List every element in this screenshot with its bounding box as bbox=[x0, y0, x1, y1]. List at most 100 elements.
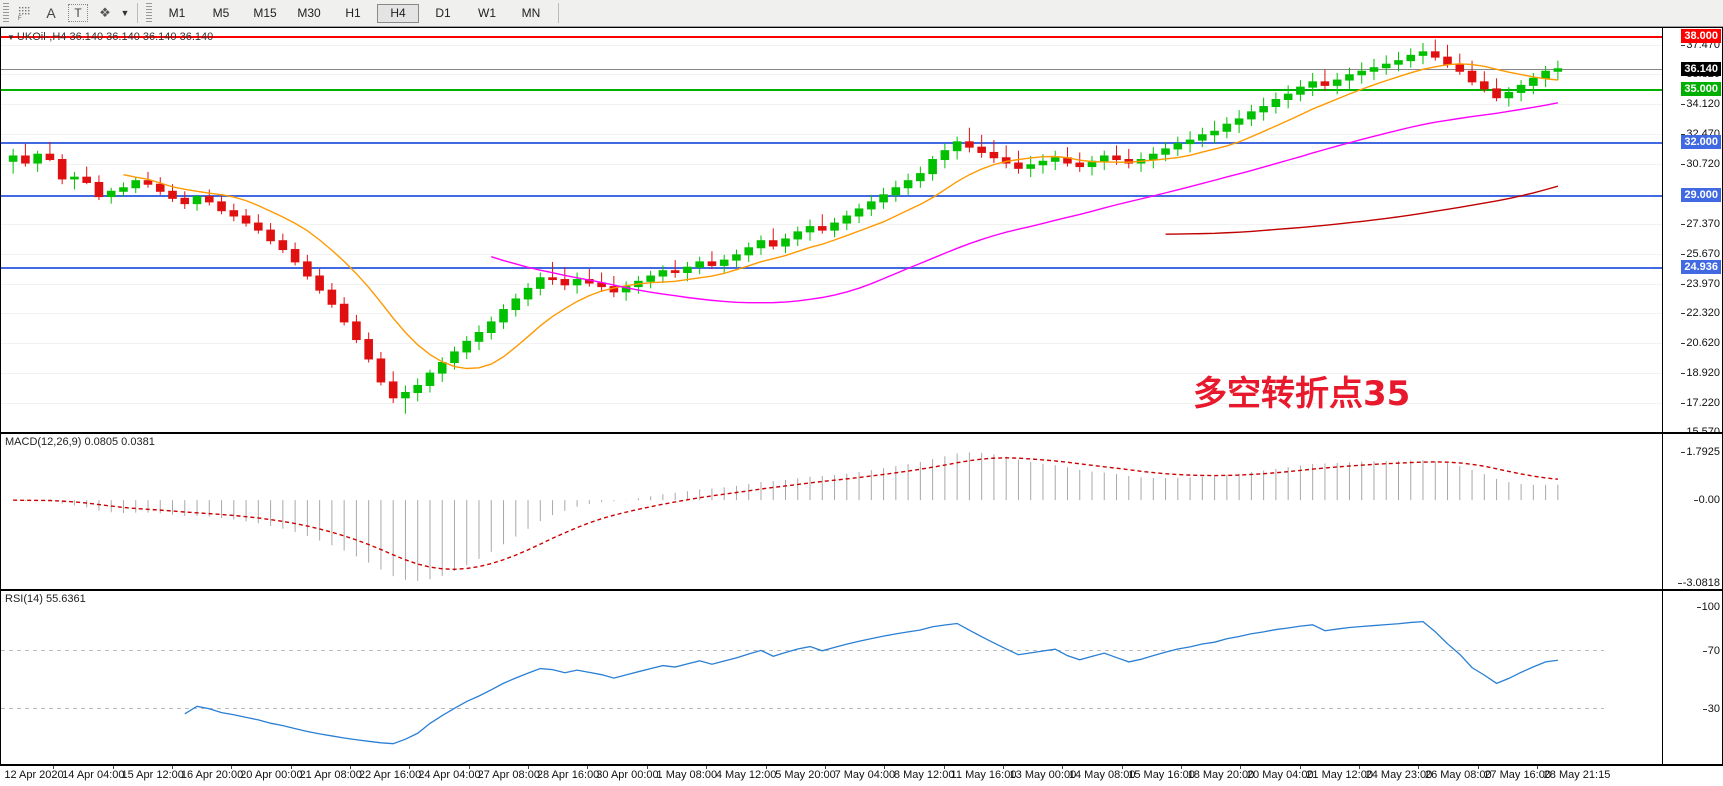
price-gridline bbox=[1, 74, 1662, 76]
price-badge-pivot[interactable]: 35.000 bbox=[1681, 81, 1721, 96]
time-tick bbox=[231, 766, 233, 769]
price-badge-current-price[interactable]: 36.140 bbox=[1681, 61, 1721, 76]
time-label: 8 May 12:00 bbox=[893, 769, 955, 781]
timeframe-m15[interactable]: M15 bbox=[253, 5, 277, 20]
price-tick: 25.670 bbox=[1681, 247, 1720, 260]
timeframe-w1[interactable]: W1 bbox=[478, 5, 496, 20]
time-label: 26 May 08:00 bbox=[1424, 769, 1492, 781]
time-tick bbox=[1180, 766, 1182, 769]
time-label: 27 Apr 08:00 bbox=[477, 769, 540, 781]
time-label: 20 Apr 00:00 bbox=[240, 769, 303, 781]
price-tick: 20.620 bbox=[1681, 336, 1720, 349]
price-gridline bbox=[1, 283, 1662, 285]
time-label: 20 May 04:00 bbox=[1246, 769, 1314, 781]
time-tick bbox=[1299, 766, 1301, 769]
price-gridline bbox=[1, 45, 1662, 47]
crosshair-f-icon[interactable]: F bbox=[12, 2, 38, 24]
time-tick bbox=[53, 766, 55, 769]
price-tick: 27.370 bbox=[1681, 217, 1720, 230]
text-a-icon[interactable]: A bbox=[46, 5, 56, 21]
time-tick bbox=[1002, 766, 1004, 769]
collapse-arrow-icon[interactable]: ▼ bbox=[7, 33, 15, 42]
time-tick bbox=[1240, 766, 1242, 769]
price-pane[interactable]: ▼ UKOil-,H4 36.140 36.140 36.140 36.140 多… bbox=[0, 27, 1723, 433]
level-line-support[interactable] bbox=[1, 266, 1662, 269]
time-label: 15 Apr 12:00 bbox=[121, 769, 184, 781]
time-tick bbox=[409, 766, 411, 769]
price-gridline bbox=[1, 342, 1662, 344]
timeframe-d1[interactable]: D1 bbox=[435, 5, 451, 20]
timeframe-h4[interactable]: H4 bbox=[377, 3, 419, 23]
time-label: 24 May 23:00 bbox=[1365, 769, 1433, 781]
level-line-support[interactable] bbox=[1, 194, 1662, 197]
price-gridline bbox=[1, 431, 1662, 432]
time-tick bbox=[528, 766, 530, 769]
time-tick bbox=[884, 766, 886, 769]
time-label: 16 Apr 20:00 bbox=[180, 769, 244, 781]
macd-pane[interactable]: MACD(12,26,9) 0.0805 0.0381 1.7925 0.00 -3… bbox=[0, 433, 1723, 590]
price-gridline bbox=[1, 372, 1662, 374]
price-gridline bbox=[1, 312, 1662, 314]
dropdown-arrow-icon[interactable]: ▼ bbox=[120, 8, 130, 18]
symbol-ohlc-label: ▼ UKOil-,H4 36.140 36.140 36.140 36.140 bbox=[7, 31, 214, 43]
time-tick bbox=[468, 766, 470, 769]
candlestick-plot bbox=[8, 39, 1563, 414]
time-axis[interactable]: 12 Apr 2020 14 Apr 04:00 15 Apr 12:00 16 Ap… bbox=[0, 765, 1723, 786]
toolbar-divider-2 bbox=[558, 3, 559, 23]
svg-text:F: F bbox=[18, 16, 22, 20]
price-tick: 22.320 bbox=[1681, 306, 1720, 319]
time-label: 28 May 21:15 bbox=[1543, 769, 1611, 781]
level-line-resistance[interactable] bbox=[1, 35, 1662, 38]
text-label-icon[interactable]: T bbox=[68, 4, 88, 22]
price-tick: 17.220 bbox=[1681, 396, 1720, 409]
macd-axis[interactable]: 1.7925 0.00 -3.0818 bbox=[1662, 434, 1722, 589]
time-label: 4 May 12:00 bbox=[715, 769, 777, 781]
rsi-pane[interactable]: RSI(14) 55.6361 100 70 30 bbox=[0, 590, 1723, 765]
time-tick bbox=[112, 766, 114, 769]
time-tick bbox=[1477, 766, 1479, 769]
price-tick: 34.120 bbox=[1681, 98, 1720, 111]
timeframe-mn[interactable]: MN bbox=[521, 5, 541, 20]
objects-icon[interactable]: ❖ bbox=[99, 5, 111, 20]
time-label: 12 Apr 2020 bbox=[4, 769, 64, 781]
toolbar-grip[interactable] bbox=[3, 3, 9, 23]
level-line-pivot[interactable] bbox=[1, 88, 1662, 91]
price-tick: 23.970 bbox=[1681, 277, 1720, 290]
time-tick bbox=[1121, 766, 1123, 769]
timeframe-m5[interactable]: M5 bbox=[212, 5, 230, 20]
price-gridline bbox=[1, 253, 1662, 255]
timeframe-m1[interactable]: M1 bbox=[168, 5, 186, 20]
time-tick bbox=[706, 766, 708, 769]
macd-tick: 0.00 bbox=[1693, 494, 1720, 507]
rsi-axis[interactable]: 100 70 30 bbox=[1662, 591, 1722, 764]
timeframe-grip[interactable] bbox=[146, 3, 152, 23]
price-badge-support[interactable]: 32.000 bbox=[1681, 134, 1721, 149]
time-label: 21 Apr 08:00 bbox=[299, 769, 362, 781]
time-label: 15 May 16:00 bbox=[1128, 769, 1195, 781]
time-label: 5 May 20:00 bbox=[775, 769, 836, 781]
price-axis[interactable]: 37.47035.82034.12032.47030.72027.37025.6… bbox=[1662, 28, 1722, 432]
time-tick bbox=[350, 766, 352, 769]
price-badge-support[interactable]: 24.936 bbox=[1681, 259, 1721, 274]
time-tick bbox=[646, 766, 648, 769]
price-gridline bbox=[1, 402, 1662, 404]
level-line-current-price[interactable] bbox=[1, 68, 1662, 70]
price-badge-support[interactable]: 29.000 bbox=[1681, 187, 1721, 202]
time-tick bbox=[1062, 766, 1064, 769]
time-label: 21 May 12:00 bbox=[1306, 769, 1373, 781]
rsi-indicator-label: RSI(14) 55.6361 bbox=[5, 593, 86, 605]
time-label: 11 May 16:00 bbox=[950, 769, 1017, 781]
time-tick bbox=[824, 766, 826, 769]
time-tick bbox=[1358, 766, 1360, 769]
time-label: 1 May 08:00 bbox=[656, 769, 718, 781]
timeframe-h1[interactable]: H1 bbox=[345, 5, 361, 20]
price-badge-resistance[interactable]: 38.000 bbox=[1681, 28, 1721, 43]
time-label: 22 Apr 16:00 bbox=[358, 769, 422, 781]
time-tick bbox=[1418, 766, 1420, 769]
time-tick bbox=[1537, 766, 1538, 769]
level-line-support[interactable] bbox=[1, 141, 1662, 144]
timeframe-m30[interactable]: M30 bbox=[297, 5, 321, 20]
chart-canvas-area[interactable]: ▼ UKOil-,H4 36.140 36.140 36.140 36.140 多… bbox=[0, 27, 1723, 765]
time-tick bbox=[943, 766, 945, 769]
